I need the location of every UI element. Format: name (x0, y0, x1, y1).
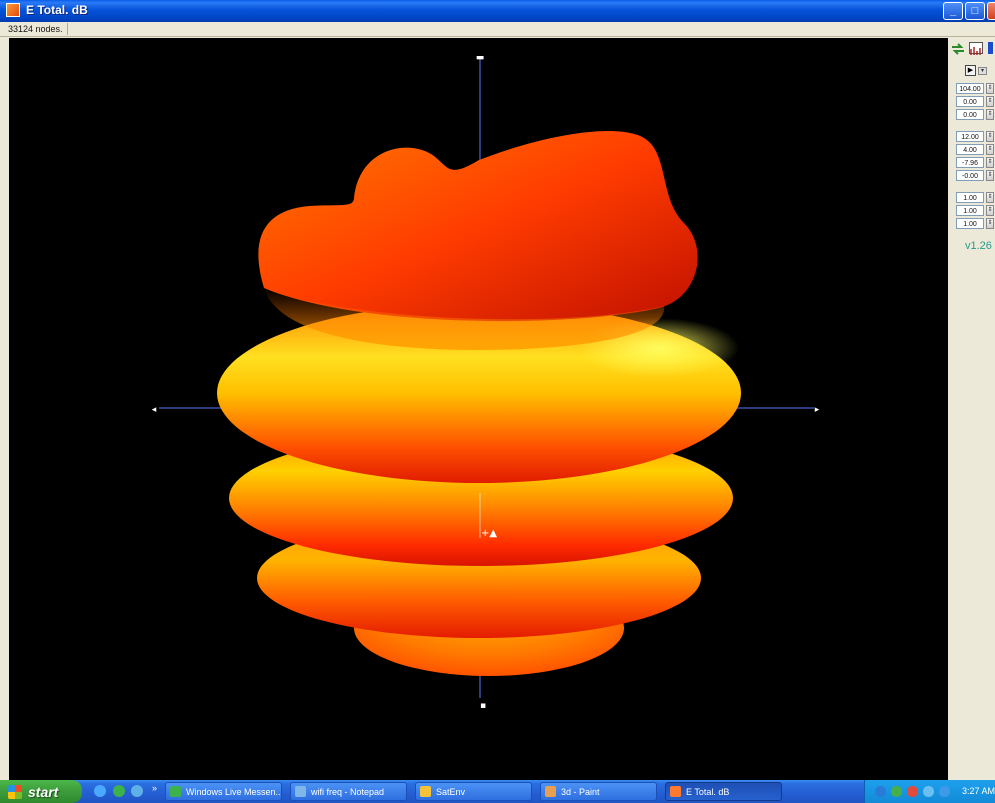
param-group-1: 104.00 ⇕ 0.00 ⇕ 0.00 ⇕ (956, 83, 994, 120)
quicklaunch-more-icon[interactable]: » (152, 783, 158, 793)
close-button[interactable] (987, 2, 995, 20)
minimize-button[interactable]: _ (943, 2, 963, 20)
axis-label-bottom: ▪ (480, 701, 486, 711)
spin-button[interactable]: ⇕ (986, 218, 994, 229)
param-row: -0.00 ⇕ (956, 170, 994, 181)
title-bar[interactable]: E Total. dB _ □ (0, 0, 995, 22)
lobe-top-sheen (264, 288, 665, 350)
taskbar-task-active[interactable]: E Total. dB (665, 782, 782, 801)
clock: 3:27 AM (962, 786, 995, 796)
windows-logo-icon (8, 784, 22, 799)
axis-label-origin: +▲ (481, 528, 497, 539)
spin-button[interactable]: ⇕ (986, 83, 994, 94)
param-field[interactable]: 1.00 (956, 218, 984, 229)
network-icon[interactable] (875, 786, 886, 797)
axis-label-top: ▬ (476, 53, 485, 63)
param-field[interactable]: 1.00 (956, 205, 984, 216)
start-button[interactable]: start (0, 780, 82, 803)
taskbar: start » Windows Live Messen... wifi freq… (0, 780, 995, 803)
param-group-2: 12.00 ⇕ 4.00 ⇕ -7.96 ⇕ -0.00 ⇕ (956, 131, 994, 181)
graph-icon[interactable] (969, 42, 983, 55)
spin-button[interactable]: ⇕ (986, 131, 994, 142)
messenger-icon (170, 786, 181, 797)
spin-button[interactable]: ⇕ (986, 157, 994, 168)
lobe-top (258, 131, 698, 322)
param-row: 1.00 ⇕ (956, 192, 994, 203)
param-row: -7.96 ⇕ (956, 157, 994, 168)
radiation-pattern-render: ▬ ◂ ▸ ▪ +▲ (152, 53, 820, 711)
param-field[interactable]: 4.00 (956, 144, 984, 155)
task-label: 3d - Paint (561, 786, 600, 797)
browser-icon[interactable] (113, 785, 125, 797)
task-label: Windows Live Messen... (186, 786, 282, 797)
param-group-3: 1.00 ⇕ 1.00 ⇕ 1.00 ⇕ (956, 192, 994, 229)
version-label: v1.26 (965, 240, 992, 252)
control-panel: ▶ ▾ 104.00 ⇕ 0.00 ⇕ 0.00 ⇕ 12.00 ⇕ 4.00 … (948, 38, 995, 780)
taskbar-task[interactable]: 3d - Paint (540, 782, 657, 801)
node-count: 33124 nodes. (4, 23, 68, 35)
task-label: wifi freq - Notepad (311, 786, 385, 797)
spin-button[interactable]: ⇕ (986, 96, 994, 107)
volume-icon[interactable] (939, 786, 950, 797)
status-strip: 33124 nodes. (0, 22, 995, 37)
show-desktop-icon[interactable] (94, 785, 106, 797)
media-player-icon[interactable] (131, 785, 143, 797)
play-dropdown-button[interactable]: ▾ (978, 67, 987, 75)
param-row: 12.00 ⇕ (956, 131, 994, 142)
spin-button[interactable]: ⇕ (986, 109, 994, 120)
task-label: SatEnv (436, 786, 466, 797)
param-field[interactable]: 104.00 (956, 83, 984, 94)
param-field[interactable]: 0.00 (956, 96, 984, 107)
swap-icon[interactable] (951, 42, 965, 55)
blue-icon[interactable] (988, 42, 993, 54)
param-field[interactable]: 1.00 (956, 192, 984, 203)
play-button[interactable]: ▶ (965, 65, 976, 76)
3d-viewport[interactable]: ▬ ◂ ▸ ▪ +▲ (9, 38, 948, 780)
taskbar-task[interactable]: Windows Live Messen... (165, 782, 282, 801)
start-label: start (28, 783, 59, 800)
param-row: 104.00 ⇕ (956, 83, 994, 94)
axis-label-left: ◂ (152, 405, 157, 415)
taskbar-task[interactable]: SatEnv (415, 782, 532, 801)
param-row: 0.00 ⇕ (956, 96, 994, 107)
window-title: E Total. dB (26, 3, 88, 17)
axis-label-right: ▸ (815, 405, 820, 415)
param-field[interactable]: 12.00 (956, 131, 984, 142)
messenger-tray-icon[interactable] (891, 786, 902, 797)
wireless-icon[interactable] (923, 786, 934, 797)
maximize-button[interactable]: □ (965, 2, 985, 20)
app-icon[interactable] (6, 3, 20, 17)
spin-button[interactable]: ⇕ (986, 192, 994, 203)
security-icon[interactable] (907, 786, 918, 797)
plot-icon (670, 786, 681, 797)
paint-icon (545, 786, 556, 797)
param-row: 4.00 ⇕ (956, 144, 994, 155)
spin-button[interactable]: ⇕ (986, 170, 994, 181)
param-row: 0.00 ⇕ (956, 109, 994, 120)
taskbar-task[interactable]: wifi freq - Notepad (290, 782, 407, 801)
spin-button[interactable]: ⇕ (986, 144, 994, 155)
window-controls: _ □ (943, 2, 995, 20)
param-field[interactable]: -7.96 (956, 157, 984, 168)
param-row: 1.00 ⇕ (956, 205, 994, 216)
param-field[interactable]: 0.00 (956, 109, 984, 120)
param-field[interactable]: -0.00 (956, 170, 984, 181)
spin-button[interactable]: ⇕ (986, 205, 994, 216)
task-label: E Total. dB (686, 786, 730, 797)
app-icon (420, 786, 431, 797)
notepad-icon (295, 786, 306, 797)
system-tray: 3:27 AM (864, 780, 995, 803)
param-row: 1.00 ⇕ (956, 218, 994, 229)
